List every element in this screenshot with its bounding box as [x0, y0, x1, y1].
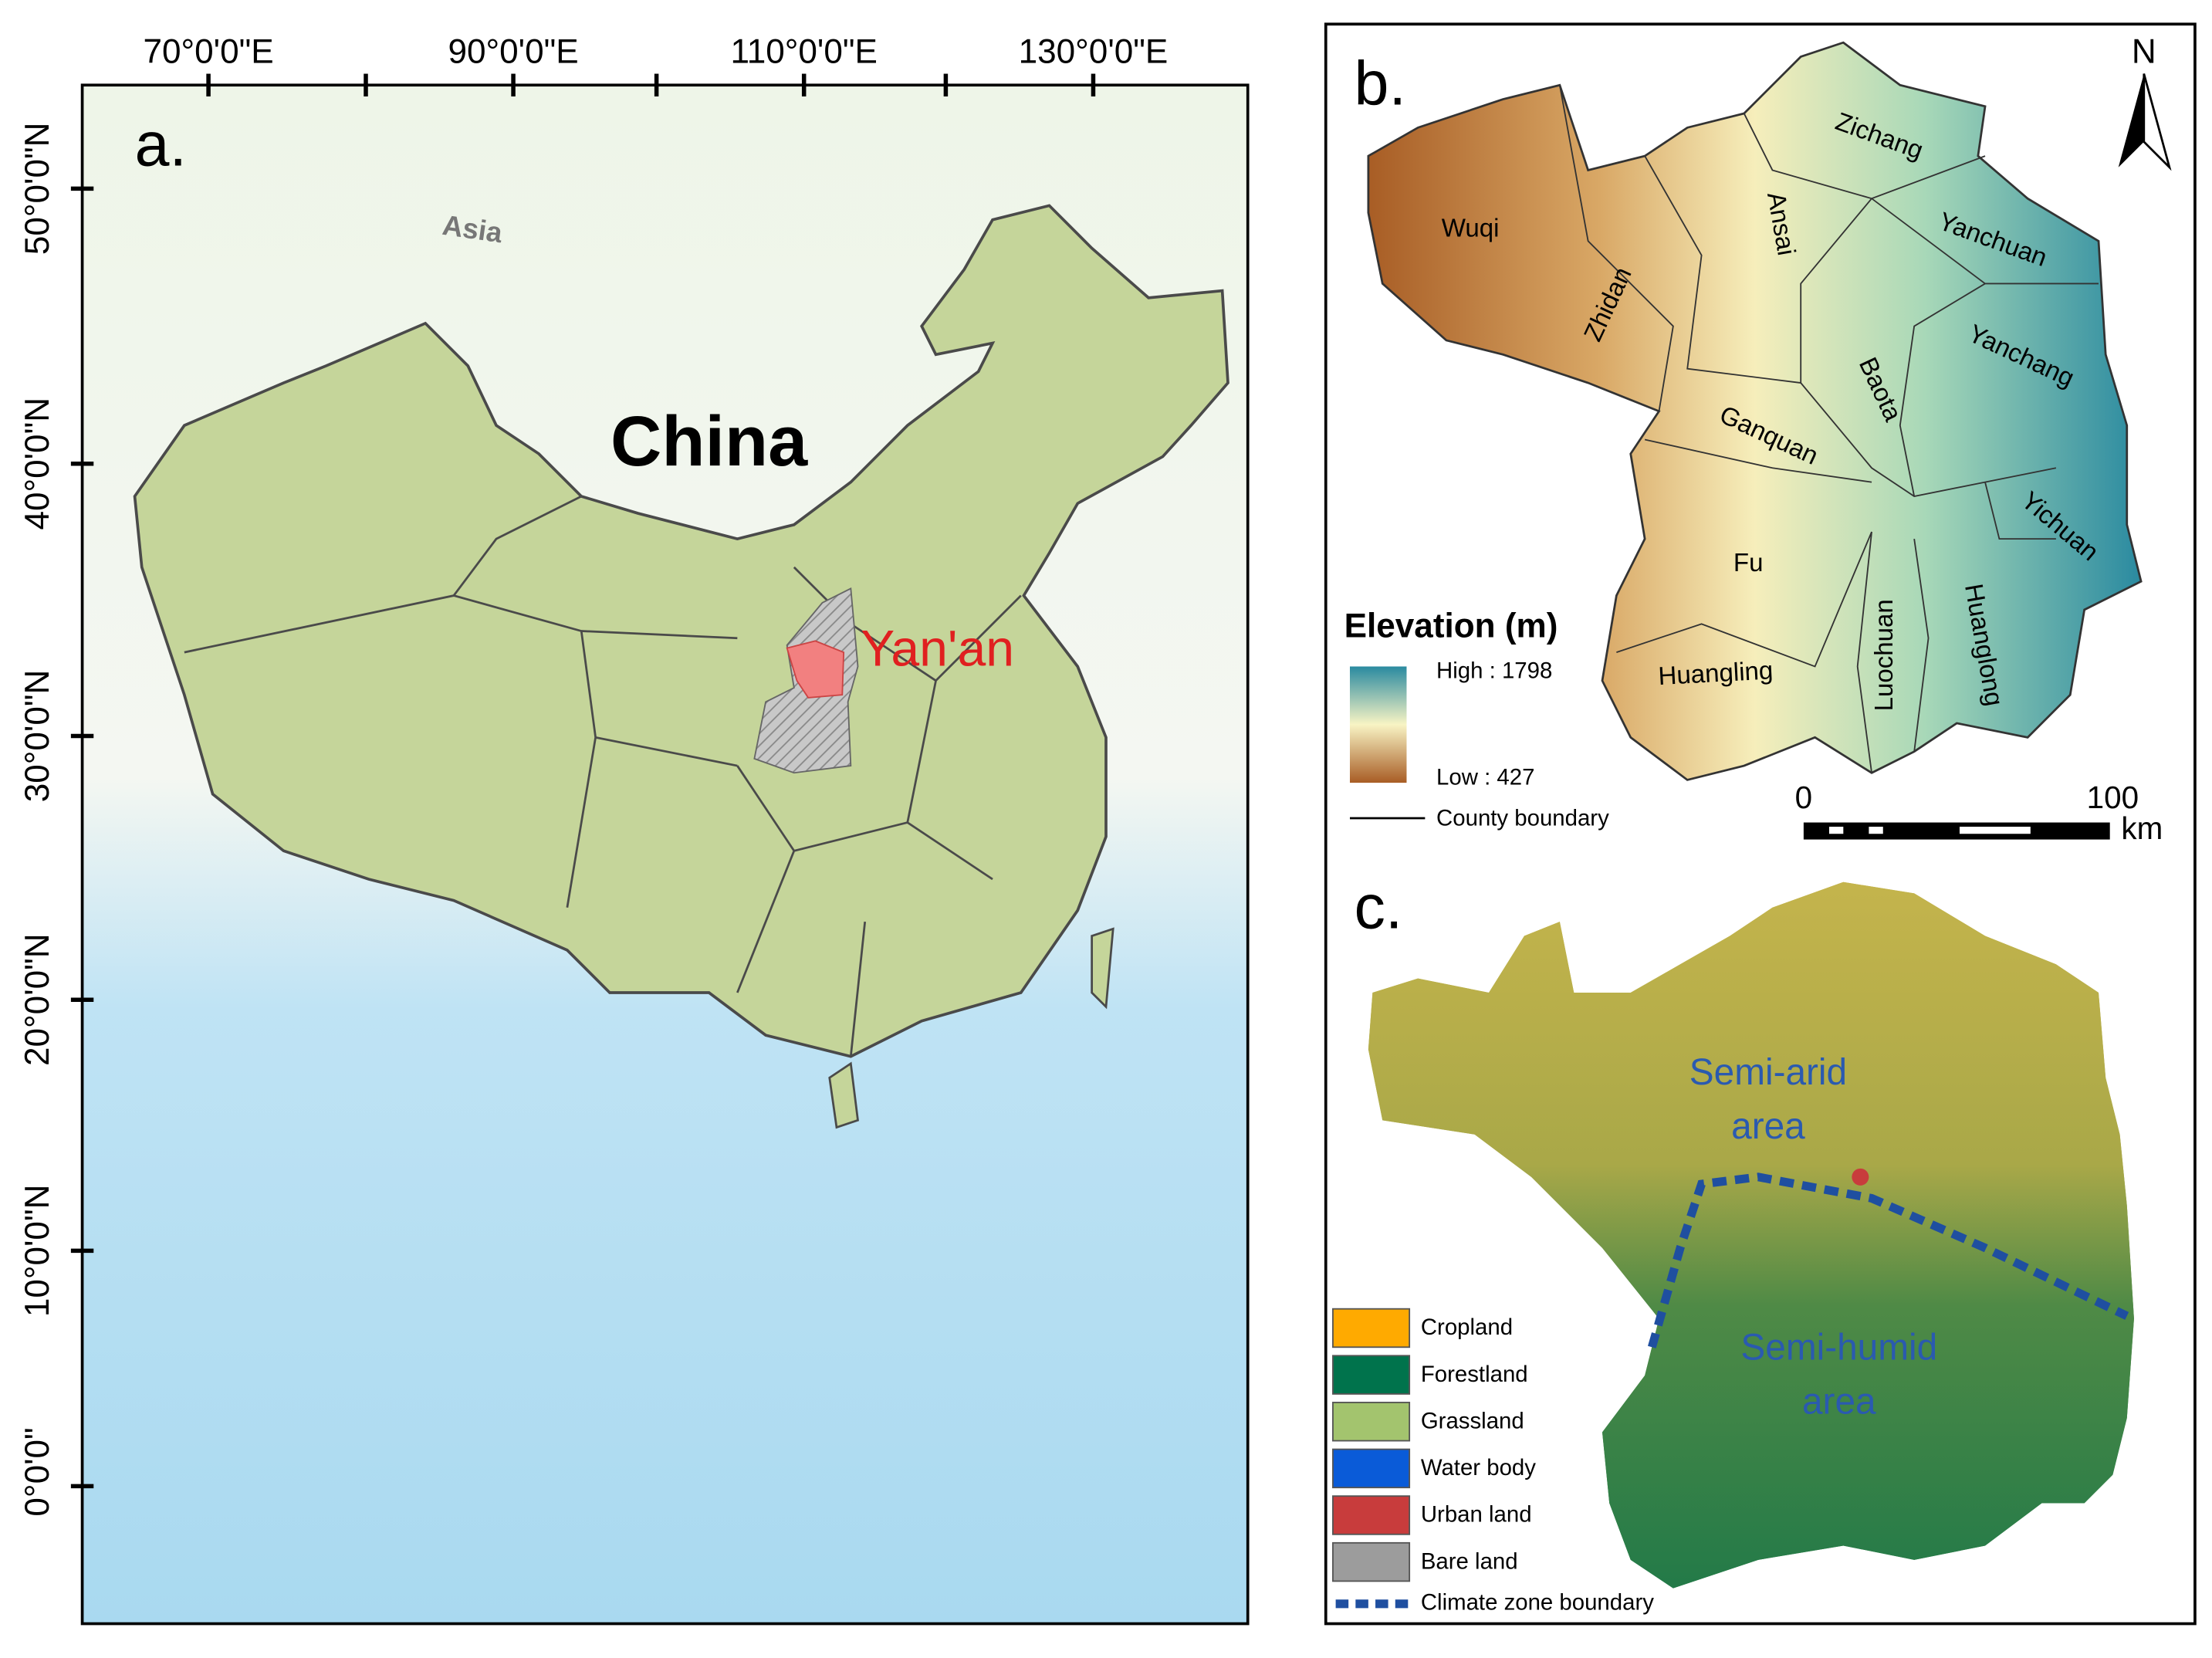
north-arrow — [2143, 73, 2172, 171]
country-label: China — [610, 402, 808, 481]
scale-bar — [1959, 827, 2031, 834]
legend-label: Bare land — [1421, 1548, 1518, 1574]
county-label: Fu — [1733, 549, 1764, 577]
legend-swatch — [1332, 1448, 1411, 1489]
legend-low: Low : 427 — [1436, 764, 1534, 790]
left-tick-label: 10°0'0"N — [19, 1185, 56, 1318]
top-tick-label: 110°0'0"E — [730, 32, 877, 70]
scale-unit: km — [2121, 810, 2163, 846]
north-arrow — [2118, 73, 2144, 167]
county-label: Huangling — [1658, 656, 1774, 691]
left-tick-label: 30°0'0"N — [19, 670, 56, 803]
left-tick-label: 0°0'0" — [19, 1427, 56, 1516]
yanan-region — [786, 640, 845, 699]
legend-label: Cropland — [1421, 1315, 1513, 1340]
zone-label: Semi-humid — [1740, 1328, 1937, 1369]
legend-swatch — [1332, 1541, 1411, 1582]
zone-labels: Semi-arid area Semi-humid area — [1689, 1052, 1937, 1422]
zone-label: Semi-arid — [1689, 1052, 1847, 1093]
panel-label: b. — [1355, 49, 1406, 118]
legend-high: High : 1798 — [1436, 658, 1552, 684]
graticule-ticks: 70°0'0"E 90°0'0"E 110°0'0"E 130°0'0"E 50°0'0… — [19, 32, 1168, 1516]
top-tick-label: 90°0'0"E — [448, 32, 578, 70]
scale-bar — [1869, 827, 1883, 834]
legend-swatch — [1332, 1402, 1411, 1442]
legend-swatch — [1332, 1495, 1411, 1535]
panel-label: a. — [135, 110, 187, 179]
city-label: Yan'an — [861, 621, 1014, 678]
climate-boundary-line — [1648, 1172, 2129, 1348]
left-tick-label: 50°0'0"N — [19, 123, 56, 255]
china-outline — [133, 204, 1229, 1058]
zone-label: area — [1802, 1381, 1876, 1422]
urban-centre — [1852, 1168, 1869, 1186]
elevation-map — [1367, 41, 2143, 781]
north-label: N — [2132, 32, 2156, 70]
legend-label: Forestland — [1421, 1362, 1528, 1387]
landcover-legend: Cropland Forestland Grassland Water body Urb… — [1332, 1308, 1654, 1616]
top-tick-label: 70°0'0"E — [144, 32, 274, 70]
legend-title: Elevation (m) — [1344, 607, 1558, 645]
panel-label: c. — [1355, 873, 1403, 942]
legend-label: Grassland — [1421, 1408, 1524, 1433]
legend-swatch — [1332, 1308, 1411, 1348]
landcover-map — [1368, 881, 2134, 1589]
legend-label: Urban land — [1421, 1502, 1532, 1528]
scale-bar — [1803, 822, 2110, 840]
scale-start: 0 — [1795, 780, 1812, 815]
legend-label: Water body — [1421, 1455, 1536, 1480]
legend-boundary: County boundary — [1436, 806, 1609, 831]
zone-label: area — [1731, 1106, 1805, 1147]
scale-end: 100 — [2087, 780, 2139, 815]
left-tick-label: 20°0'0"N — [19, 933, 56, 1066]
left-tick-label: 40°0'0"N — [19, 398, 56, 530]
county-label: Wuqi — [1442, 214, 1500, 242]
legend-swatch — [1332, 1355, 1411, 1395]
islands — [828, 927, 1114, 1129]
legend-label: Climate zone boundary — [1421, 1590, 1654, 1616]
county-boundaries — [1558, 85, 2099, 773]
top-tick-label: 130°0'0"E — [1019, 32, 1169, 70]
county-label: Luochuan — [1870, 599, 1899, 711]
scale-bar — [1828, 827, 1844, 834]
elevation-ramp — [1349, 666, 1407, 783]
